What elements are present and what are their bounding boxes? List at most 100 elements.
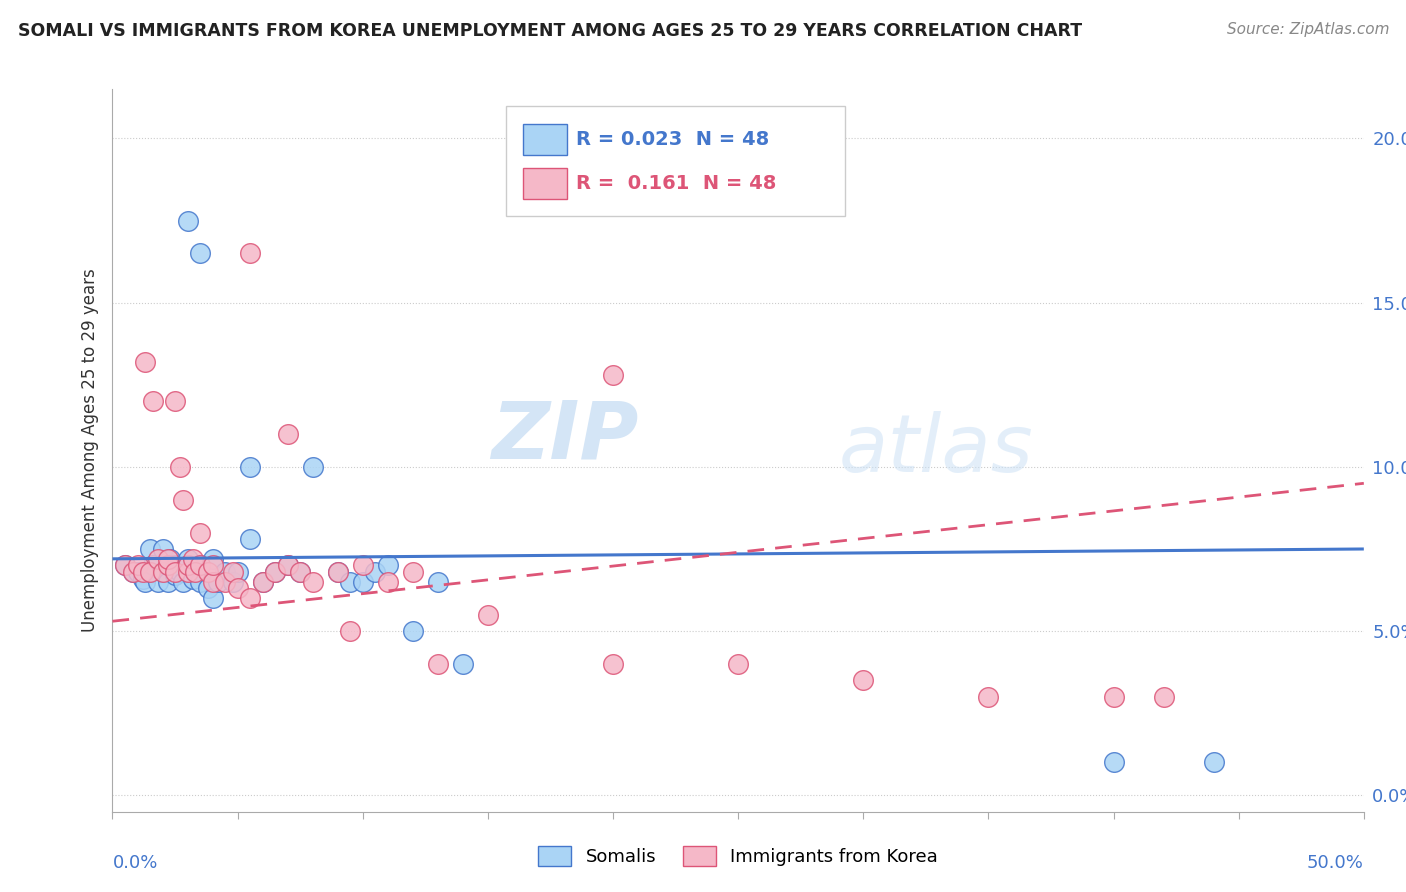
Point bbox=[146, 551, 169, 566]
Point bbox=[402, 565, 425, 579]
Point bbox=[141, 558, 163, 573]
Point bbox=[188, 574, 211, 589]
Point bbox=[326, 565, 349, 579]
Point bbox=[131, 572, 153, 586]
Point bbox=[156, 558, 179, 573]
Point bbox=[134, 355, 156, 369]
Point bbox=[139, 565, 162, 579]
Text: atlas: atlas bbox=[838, 411, 1033, 490]
Point bbox=[152, 541, 174, 556]
Point bbox=[114, 558, 136, 573]
Point bbox=[727, 657, 749, 671]
Point bbox=[1202, 756, 1225, 770]
Text: 0.0%: 0.0% bbox=[112, 855, 157, 872]
Point bbox=[139, 541, 162, 556]
Point bbox=[477, 607, 499, 622]
FancyBboxPatch shape bbox=[523, 168, 567, 199]
Point bbox=[201, 551, 224, 566]
Point bbox=[176, 558, 198, 573]
Point bbox=[146, 574, 169, 589]
Point bbox=[127, 565, 149, 579]
Point bbox=[377, 558, 399, 573]
Point bbox=[114, 558, 136, 573]
Point bbox=[264, 565, 287, 579]
Point bbox=[134, 574, 156, 589]
Point bbox=[239, 532, 262, 546]
Point bbox=[181, 551, 204, 566]
Point bbox=[301, 459, 323, 474]
Point bbox=[602, 368, 624, 382]
Point bbox=[159, 551, 181, 566]
Point bbox=[277, 427, 299, 442]
Point bbox=[377, 574, 399, 589]
Point bbox=[1102, 756, 1125, 770]
Point bbox=[339, 574, 361, 589]
Text: Source: ZipAtlas.com: Source: ZipAtlas.com bbox=[1226, 22, 1389, 37]
Point bbox=[852, 673, 875, 688]
Point bbox=[188, 246, 211, 260]
Point bbox=[252, 574, 274, 589]
Point bbox=[152, 565, 174, 579]
Point bbox=[176, 558, 198, 573]
Point bbox=[156, 558, 179, 573]
Point bbox=[364, 565, 387, 579]
Text: SOMALI VS IMMIGRANTS FROM KOREA UNEMPLOYMENT AMONG AGES 25 TO 29 YEARS CORRELATI: SOMALI VS IMMIGRANTS FROM KOREA UNEMPLOY… bbox=[18, 22, 1083, 40]
Point bbox=[221, 574, 243, 589]
Point bbox=[181, 572, 204, 586]
Point bbox=[163, 568, 186, 582]
Point bbox=[201, 591, 224, 606]
Point bbox=[197, 565, 219, 579]
Point bbox=[1102, 690, 1125, 704]
Point bbox=[301, 574, 323, 589]
Point bbox=[226, 582, 249, 596]
Point bbox=[207, 574, 229, 589]
Point bbox=[121, 565, 143, 579]
Point bbox=[197, 582, 219, 596]
Point bbox=[326, 565, 349, 579]
Point bbox=[201, 558, 224, 573]
Point bbox=[201, 574, 224, 589]
Point bbox=[176, 551, 198, 566]
Point bbox=[252, 574, 274, 589]
Point bbox=[264, 565, 287, 579]
Text: 50.0%: 50.0% bbox=[1308, 855, 1364, 872]
Point bbox=[163, 565, 186, 579]
Point bbox=[214, 565, 236, 579]
Point bbox=[426, 574, 449, 589]
Point bbox=[152, 565, 174, 579]
Point bbox=[239, 459, 262, 474]
Point bbox=[163, 394, 186, 409]
Point bbox=[352, 574, 374, 589]
Text: R = 0.023  N = 48: R = 0.023 N = 48 bbox=[576, 130, 769, 149]
Point bbox=[176, 565, 198, 579]
Point bbox=[602, 657, 624, 671]
Point bbox=[239, 591, 262, 606]
Point bbox=[239, 246, 262, 260]
Point bbox=[184, 565, 207, 579]
Point bbox=[184, 565, 207, 579]
Point bbox=[451, 657, 474, 671]
Point bbox=[977, 690, 1000, 704]
Point bbox=[131, 565, 153, 579]
Point bbox=[169, 565, 191, 579]
Point bbox=[127, 558, 149, 573]
Point bbox=[188, 558, 211, 573]
Point bbox=[290, 565, 312, 579]
Point bbox=[139, 565, 162, 579]
Point bbox=[339, 624, 361, 639]
Legend: Somalis, Immigrants from Korea: Somalis, Immigrants from Korea bbox=[530, 837, 946, 875]
Point bbox=[221, 565, 243, 579]
Point bbox=[172, 574, 194, 589]
Point bbox=[156, 574, 179, 589]
Point bbox=[163, 558, 186, 573]
Point bbox=[169, 459, 191, 474]
Point bbox=[121, 565, 143, 579]
Text: R =  0.161  N = 48: R = 0.161 N = 48 bbox=[576, 174, 776, 193]
Point bbox=[141, 394, 163, 409]
Point bbox=[290, 565, 312, 579]
Point bbox=[188, 525, 211, 540]
Point bbox=[156, 551, 179, 566]
Point bbox=[277, 558, 299, 573]
Point bbox=[214, 574, 236, 589]
Point bbox=[188, 558, 211, 573]
